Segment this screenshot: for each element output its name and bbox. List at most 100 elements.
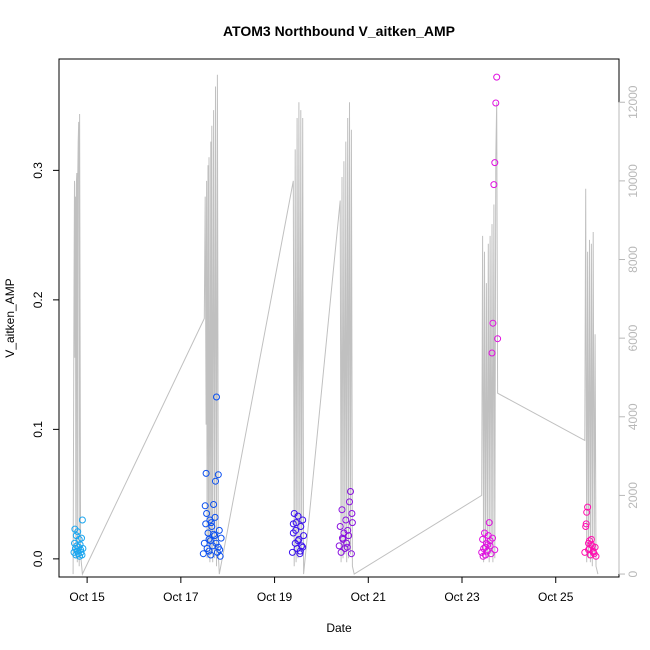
data-point <box>216 552 224 560</box>
data-point <box>336 523 344 530</box>
y2-tick-label: 4000 <box>626 403 640 430</box>
data-point <box>299 516 307 524</box>
data-point <box>297 523 305 530</box>
y2-tick-label: 12000 <box>626 85 640 119</box>
points-layer <box>70 73 600 560</box>
data-point <box>300 532 308 540</box>
data-point <box>202 469 210 477</box>
y2-tick-label: 0 <box>626 570 640 577</box>
data-point <box>214 471 222 479</box>
y2-tick-label: 8000 <box>626 246 640 273</box>
x-axis: Oct 15 Oct 17 Oct 19 Oct 21 Oct 23 Oct 25 <box>69 576 574 604</box>
data-point <box>582 520 590 528</box>
x-tick-label: Oct 21 <box>351 590 387 604</box>
data-point <box>207 551 215 559</box>
y2-tick-label: 10000 <box>626 164 640 198</box>
data-point <box>79 545 87 552</box>
x-tick-label: Oct 23 <box>444 590 480 604</box>
y2-tick-label: 2000 <box>626 482 640 509</box>
y-axis-label: V_aitken_AMP <box>3 278 17 357</box>
data-point <box>587 541 595 549</box>
data-point <box>215 526 223 534</box>
data-point <box>211 532 219 540</box>
data-point <box>491 159 499 167</box>
data-point <box>493 73 501 81</box>
data-point <box>78 516 86 524</box>
data-point <box>583 508 591 516</box>
data-point <box>217 534 225 542</box>
data-point <box>487 550 495 558</box>
data-point <box>343 543 351 551</box>
data-point <box>201 502 209 510</box>
y-tick-label: 0.0 <box>31 550 45 567</box>
data-point <box>584 503 592 511</box>
data-point <box>589 548 597 556</box>
data-point <box>347 488 354 495</box>
data-point <box>78 551 86 559</box>
data-point <box>294 512 302 520</box>
data-point <box>338 506 346 514</box>
data-point <box>212 539 220 547</box>
data-point <box>299 543 307 551</box>
data-point <box>489 319 497 327</box>
data-point <box>73 542 81 550</box>
x-tick-label: Oct 17 <box>163 590 199 604</box>
data-point <box>208 523 216 530</box>
data-point <box>485 519 493 527</box>
data-point <box>210 501 218 508</box>
data-point <box>339 534 346 542</box>
y-axis-right: 0 2000 4000 6000 8000 10000 12000 <box>618 85 640 577</box>
data-point <box>490 181 498 189</box>
data-point <box>200 539 208 547</box>
data-point <box>479 535 487 543</box>
data-point <box>343 539 351 547</box>
data-point <box>296 550 304 558</box>
data-point <box>205 547 213 555</box>
data-point <box>337 548 345 556</box>
x-axis-label: Date <box>326 621 352 635</box>
data-point <box>210 530 218 538</box>
data-point <box>484 541 492 549</box>
data-point <box>74 528 82 536</box>
data-point <box>346 498 353 506</box>
y-tick-label: 0.3 <box>31 162 45 179</box>
data-point <box>211 513 219 521</box>
chart-title: ATOM3 Northbound V_aitken_AMP <box>223 23 455 39</box>
y-tick-label: 0.2 <box>31 291 45 308</box>
data-point <box>348 519 356 527</box>
data-point <box>205 535 213 543</box>
data-point <box>216 546 224 554</box>
data-point <box>494 335 502 343</box>
data-point <box>295 535 303 543</box>
data-point <box>342 516 350 524</box>
x-tick-label: Oct 25 <box>538 590 574 604</box>
data-point <box>292 526 300 534</box>
y-axis-left: 0.0 0.1 0.2 0.3 <box>31 162 60 567</box>
altitude-layer <box>72 74 599 576</box>
data-point <box>288 548 296 556</box>
data-point <box>489 534 496 542</box>
data-point <box>203 510 211 517</box>
data-point <box>335 542 343 550</box>
data-point <box>348 510 356 517</box>
x-tick-label: Oct 15 <box>69 590 105 604</box>
data-point <box>298 542 306 550</box>
data-point <box>491 546 499 554</box>
data-point <box>206 537 214 545</box>
data-point <box>212 477 219 485</box>
plot-frame <box>58 58 620 578</box>
data-point <box>289 520 297 528</box>
data-point <box>347 550 355 558</box>
y2-tick-label: 6000 <box>626 324 640 351</box>
data-point <box>479 552 487 560</box>
data-point <box>488 349 496 357</box>
data-point <box>78 534 85 542</box>
data-point <box>344 526 352 534</box>
data-point <box>582 523 590 530</box>
data-point <box>492 99 500 107</box>
data-point <box>345 532 353 540</box>
x-tick-label: Oct 19 <box>257 590 293 604</box>
y-tick-label: 0.1 <box>31 421 45 438</box>
altitude-trace-line <box>72 74 599 576</box>
